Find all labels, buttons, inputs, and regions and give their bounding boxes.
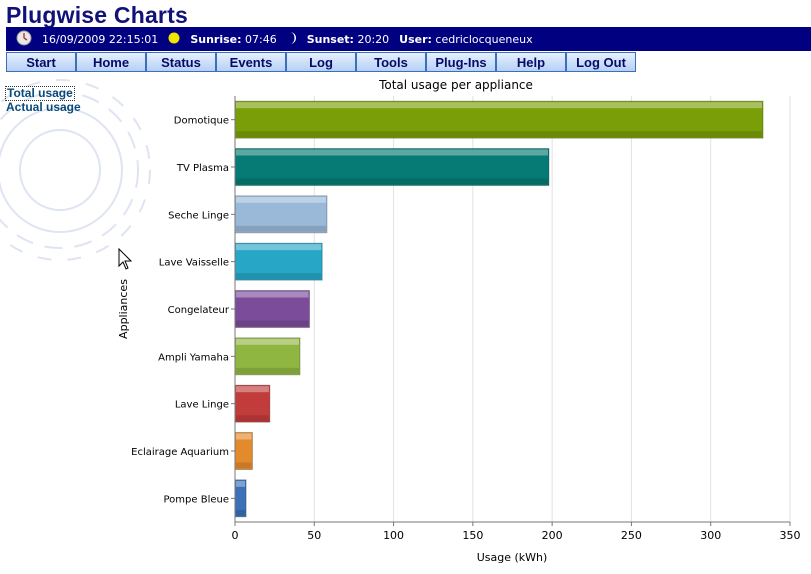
mouse-cursor-icon: [118, 247, 133, 270]
bar-shade: [236, 509, 246, 516]
bar-tv-plasma: [234, 148, 550, 186]
sunrise-label: Sunrise:: [190, 32, 242, 46]
actual-usage-link[interactable]: Actual usage: [6, 100, 81, 114]
bar-rect: [234, 100, 764, 139]
moon-icon: [287, 31, 297, 48]
user-value: cedriclocqueneux: [435, 32, 533, 46]
bar-highlight: [236, 338, 300, 345]
bar-shade: [236, 320, 309, 327]
x-tick-label: 250: [621, 529, 642, 542]
bar-shade: [236, 178, 548, 185]
category-label: Eclairage Aquarium: [131, 447, 229, 458]
bar-congelateur: [234, 290, 311, 328]
chart-links: Total usage Actual usage: [5, 86, 81, 114]
sunset-value: 20:20: [357, 32, 390, 46]
x-axis-label: Usage (kWh): [477, 551, 548, 564]
sunrise-value: 07:46: [245, 32, 277, 46]
bar-highlight: [236, 102, 763, 109]
x-tick-label: 300: [700, 529, 721, 542]
x-tick-label: 100: [383, 529, 404, 542]
x-tick-label: 0: [232, 529, 239, 542]
gear-watermark: [0, 79, 151, 261]
bar-domotique: [234, 100, 764, 139]
y-axis-label: Appliances: [117, 279, 130, 339]
app-title: Plugwise Charts: [6, 2, 188, 28]
bar-highlight: [236, 480, 246, 487]
bar-rect: [234, 195, 328, 234]
category-label: Domotique: [174, 116, 229, 127]
x-tick-label: 50: [307, 529, 321, 542]
user-label: User:: [399, 32, 432, 46]
x-tick-label: 200: [542, 529, 563, 542]
sun-icon: [168, 32, 180, 47]
bar-rect: [234, 148, 550, 186]
bar-seche-linge: [234, 195, 328, 234]
nav-status-button[interactable]: Status: [146, 52, 216, 72]
bar-ampli-yamaha: [234, 337, 301, 376]
nav-home-button[interactable]: Home: [76, 52, 146, 72]
bar-shade: [236, 367, 300, 374]
bar-rect: [234, 337, 301, 376]
x-tick-label: 150: [462, 529, 483, 542]
bar-shade: [236, 225, 326, 232]
bar-highlight: [236, 149, 548, 156]
nav-logout-button[interactable]: Log Out: [566, 52, 636, 72]
nav-plugins-button[interactable]: Plug-Ins: [426, 52, 496, 72]
category-label: Lave Vaisselle: [159, 258, 229, 269]
nav-tools-button[interactable]: Tools: [356, 52, 426, 72]
bar-eclairage-aquarium: [234, 432, 253, 470]
bar-highlight: [236, 291, 309, 298]
info-bar: 16/09/2009 22:15:01 Sunrise: 07:46 Sunse…: [6, 27, 811, 51]
nav-log-button[interactable]: Log: [286, 52, 356, 72]
chart-title: Total usage per appliance: [378, 78, 533, 92]
category-label: Lave Linge: [175, 400, 229, 411]
category-label: Pompe Bleue: [164, 494, 230, 505]
bar-highlight: [236, 433, 252, 440]
bar-lave-linge: [234, 384, 271, 423]
x-tick-label: 350: [780, 529, 801, 542]
nav-bar: Start Home Status Events Log Tools Plug-…: [6, 52, 636, 72]
bar-highlight: [236, 196, 326, 203]
category-label: Congelateur: [168, 305, 230, 316]
bar-shade: [236, 131, 763, 138]
nav-events-button[interactable]: Events: [216, 52, 286, 72]
nav-start-button[interactable]: Start: [6, 52, 76, 72]
bar-lave-vaisselle: [234, 242, 323, 281]
clock-icon: [16, 30, 32, 49]
sunset-label: Sunset:: [306, 32, 354, 46]
total-usage-link[interactable]: Total usage: [5, 86, 75, 101]
bar-shade: [236, 462, 252, 469]
category-label: Seche Linge: [168, 210, 229, 221]
bar-shade: [236, 273, 322, 280]
bar-shade: [236, 415, 269, 422]
datetime: 16/09/2009 22:15:01: [42, 32, 159, 46]
bar-rect: [234, 242, 323, 281]
category-label: TV Plasma: [176, 163, 229, 174]
bar-highlight: [236, 244, 322, 251]
nav-help-button[interactable]: Help: [496, 52, 566, 72]
bar-pompe-bleue: [234, 479, 247, 518]
bar-highlight: [236, 386, 269, 393]
category-label: Ampli Yamaha: [158, 352, 229, 363]
